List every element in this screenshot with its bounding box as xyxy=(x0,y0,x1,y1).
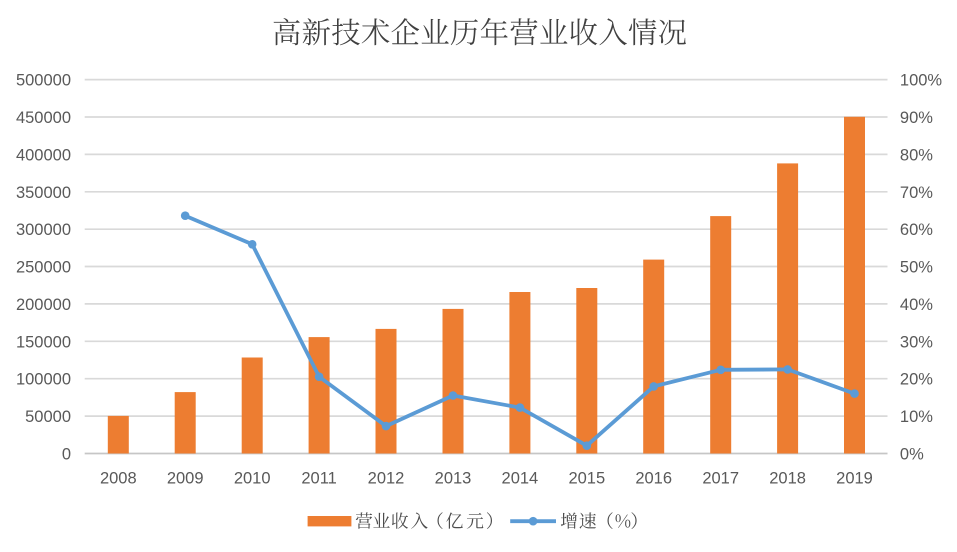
svg-text:2009: 2009 xyxy=(167,469,204,487)
svg-text:400000: 400000 xyxy=(16,146,71,164)
svg-text:80%: 80% xyxy=(900,146,933,164)
svg-text:2019: 2019 xyxy=(836,469,873,487)
svg-text:2013: 2013 xyxy=(435,469,472,487)
svg-text:300000: 300000 xyxy=(16,221,71,239)
svg-text:2011: 2011 xyxy=(301,469,336,487)
svg-text:2012: 2012 xyxy=(368,469,405,487)
svg-text:2008: 2008 xyxy=(100,469,137,487)
svg-text:450000: 450000 xyxy=(16,109,71,127)
svg-text:150000: 150000 xyxy=(16,333,71,351)
svg-text:250000: 250000 xyxy=(16,259,71,277)
svg-text:2015: 2015 xyxy=(568,469,605,487)
svg-text:70%: 70% xyxy=(900,184,933,202)
svg-text:2014: 2014 xyxy=(502,469,539,487)
svg-text:0%: 0% xyxy=(900,446,924,464)
svg-text:500000: 500000 xyxy=(16,72,71,90)
svg-text:0: 0 xyxy=(62,446,71,464)
svg-text:2017: 2017 xyxy=(702,469,739,487)
svg-text:10%: 10% xyxy=(900,408,933,426)
svg-text:100000: 100000 xyxy=(16,371,71,389)
svg-text:20%: 20% xyxy=(900,371,933,389)
svg-text:200000: 200000 xyxy=(16,296,71,314)
svg-text:50%: 50% xyxy=(900,259,933,277)
svg-text:2016: 2016 xyxy=(635,469,672,487)
svg-text:50000: 50000 xyxy=(25,408,71,426)
svg-text:40%: 40% xyxy=(900,296,933,314)
svg-text:2018: 2018 xyxy=(769,469,806,487)
svg-text:100%: 100% xyxy=(900,72,943,90)
svg-text:90%: 90% xyxy=(900,109,933,127)
svg-text:60%: 60% xyxy=(900,221,933,239)
svg-text:30%: 30% xyxy=(900,333,933,351)
svg-text:350000: 350000 xyxy=(16,184,71,202)
svg-text:2010: 2010 xyxy=(234,469,271,487)
